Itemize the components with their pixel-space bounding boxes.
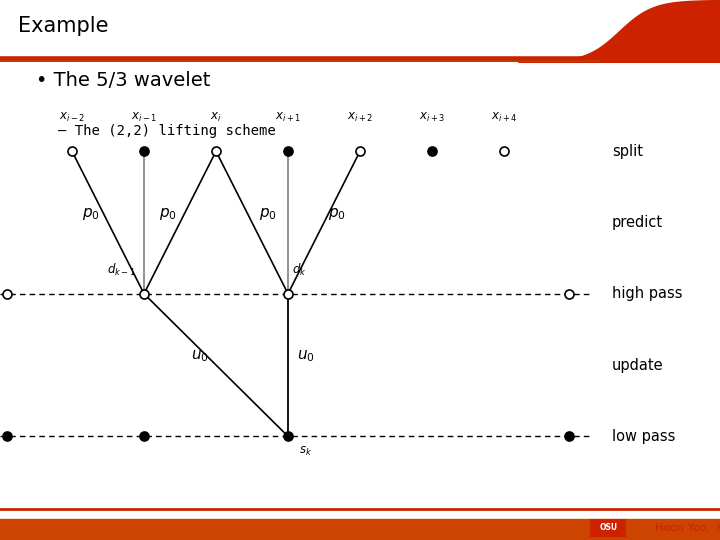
Text: $x_{i+4}$: $x_{i+4}$ (491, 111, 517, 124)
Text: OSU: OSU (599, 523, 618, 532)
Text: $x_{i-2}$: $x_{i-2}$ (59, 111, 85, 124)
Text: split: split (612, 144, 643, 159)
Text: $d_{k-1}$: $d_{k-1}$ (107, 262, 135, 278)
Text: $p_0$: $p_0$ (328, 206, 346, 221)
Text: $p_0$: $p_0$ (259, 206, 277, 221)
Text: update: update (612, 357, 664, 373)
Text: $p_0$: $p_0$ (158, 206, 176, 221)
Text: high pass: high pass (612, 286, 683, 301)
Text: $x_{i+2}$: $x_{i+2}$ (347, 111, 373, 124)
Text: $u_0$: $u_0$ (297, 348, 315, 364)
Text: $p_0$: $p_0$ (81, 206, 99, 221)
Text: • The 5/3 wavelet: • The 5/3 wavelet (36, 71, 210, 90)
Text: $u_0$: $u_0$ (191, 348, 209, 364)
Text: $x_{i+3}$: $x_{i+3}$ (419, 111, 445, 124)
Text: $d_k$: $d_k$ (292, 262, 306, 278)
Text: predict: predict (612, 215, 663, 230)
Text: $x_{i-1}$: $x_{i-1}$ (131, 111, 157, 124)
Text: Example: Example (18, 16, 109, 36)
Text: Hoon Yoo,  Ph.D.: Hoon Yoo, Ph.D. (655, 523, 720, 532)
Text: $x_{i+1}$: $x_{i+1}$ (275, 111, 301, 124)
Text: $x_i$: $x_i$ (210, 111, 222, 124)
Text: – The (2,2) lifting scheme: – The (2,2) lifting scheme (58, 125, 275, 138)
Text: $s_k$: $s_k$ (299, 445, 312, 458)
FancyBboxPatch shape (590, 519, 626, 537)
Text: low pass: low pass (612, 429, 675, 444)
